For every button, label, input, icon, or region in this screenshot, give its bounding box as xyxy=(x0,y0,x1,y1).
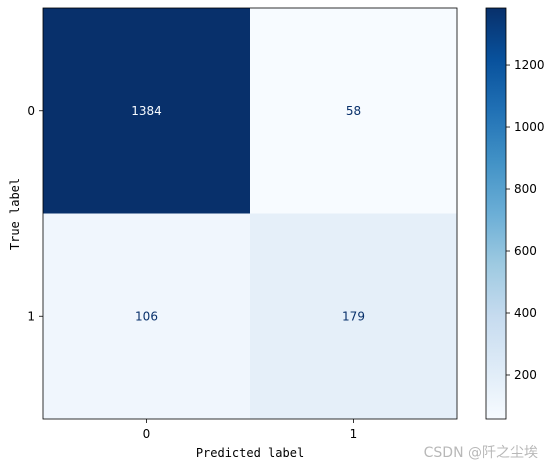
colorbar-tick-label: 1200 xyxy=(514,58,545,72)
y-tick-label: 1 xyxy=(27,309,35,323)
colorbar-tick-label: 800 xyxy=(514,182,537,196)
cell-value-label: 58 xyxy=(346,104,361,118)
colorbar-tick-label: 400 xyxy=(514,306,537,320)
heatmap-cell xyxy=(250,8,457,214)
plot-frame xyxy=(42,7,458,420)
colorbar-tick-label: 1000 xyxy=(514,120,545,134)
colorbar-tick-label: 600 xyxy=(514,244,537,258)
x-tick-label: 0 xyxy=(143,427,151,441)
heatmap-cell xyxy=(250,213,457,419)
y-tick-label: 0 xyxy=(27,104,35,118)
heatmap-cell xyxy=(43,8,250,214)
y-axis-label: True label xyxy=(8,178,22,250)
heatmap-cell xyxy=(43,213,250,419)
cell-value-label: 179 xyxy=(342,309,365,323)
colorbar xyxy=(485,7,507,420)
colorbar-tick-label: 200 xyxy=(514,368,537,382)
cell-value-label: 106 xyxy=(135,309,158,323)
y-ticks: 01 xyxy=(27,104,43,323)
watermark-text: CSDN @阡之尘埃 xyxy=(424,445,538,461)
cell-value-label: 1384 xyxy=(131,104,162,118)
x-tick-label: 1 xyxy=(350,427,358,441)
colorbar-ticks: 200 400 600 800 1000 1200 xyxy=(506,58,545,382)
x-axis-label: Predicted label xyxy=(196,446,304,460)
heatmap-cells: 1384 58 106 179 xyxy=(43,8,457,419)
